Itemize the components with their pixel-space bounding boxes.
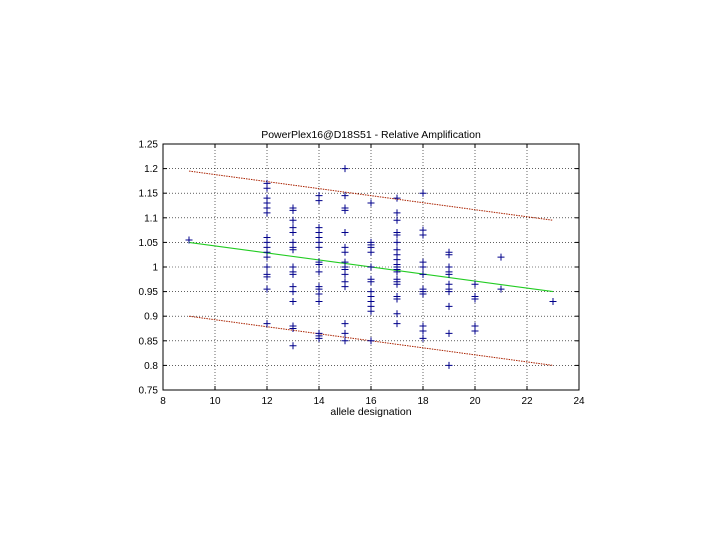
data-point (341, 192, 349, 200)
x-tick-label: 18 (417, 396, 429, 407)
x-axis-title: allele designation (330, 406, 411, 418)
data-point (289, 246, 297, 254)
y-tick-label: 1.25 (139, 140, 159, 151)
data-point (289, 270, 297, 278)
chart-title: PowerPlex16@D18S51 - Relative Amplificat… (261, 129, 481, 141)
y-tick-label: 0.95 (139, 287, 159, 298)
data-point (289, 216, 297, 224)
data-point (289, 325, 297, 332)
x-tick-label: 20 (469, 396, 481, 407)
data-point (419, 290, 427, 298)
data-point (367, 199, 375, 207)
x-tick-label: 24 (573, 396, 585, 407)
data-point (419, 327, 427, 335)
data-point (341, 283, 349, 291)
x-tick-label: 16 (365, 396, 377, 407)
y-tick-label: 1.15 (139, 189, 159, 200)
data-point (263, 320, 271, 328)
data-point (341, 248, 349, 256)
data-point (393, 295, 401, 303)
x-tick-labels: 8 10 12 14 16 18 20 22 24 (160, 396, 585, 407)
data-point (393, 216, 401, 224)
data-point (315, 334, 323, 342)
data-point (341, 320, 349, 328)
x-tick-label: 8 (160, 396, 166, 407)
data-point (263, 285, 271, 293)
data-point (341, 270, 349, 278)
data-point (445, 288, 453, 296)
data-point (315, 243, 323, 251)
data-point (419, 334, 427, 342)
x-tick-label: 22 (521, 396, 533, 407)
y-tick-label: 1.05 (139, 238, 159, 249)
data-point (471, 327, 479, 335)
data-point (471, 295, 479, 303)
data-point (315, 197, 323, 205)
data-point (393, 280, 401, 288)
y-tick-label: 0.8 (144, 361, 158, 372)
data-point (289, 288, 297, 296)
data-point (497, 253, 505, 261)
data-point (471, 280, 479, 288)
data-point (315, 261, 323, 269)
data-point (315, 297, 323, 305)
data-point (419, 263, 427, 271)
data-point (263, 184, 271, 192)
data-point (445, 270, 453, 278)
data-point (393, 209, 401, 217)
axis-ticks (162, 143, 580, 391)
data-point (445, 329, 453, 337)
data-point (393, 268, 401, 276)
data-point (263, 273, 271, 281)
y-tick-label: 0.75 (139, 386, 159, 397)
data-point (315, 290, 323, 298)
data-point (393, 194, 401, 202)
data-point (263, 253, 271, 261)
data-point (289, 342, 297, 350)
data-point (289, 206, 297, 214)
data-point (445, 251, 453, 259)
data-point (445, 302, 453, 310)
data-point (419, 270, 427, 278)
data-point (367, 248, 375, 256)
data-point (419, 231, 427, 239)
upper-bound-line (188, 170, 554, 221)
data-point (367, 263, 375, 271)
x-tick-label: 12 (261, 396, 273, 407)
data-point (393, 310, 401, 318)
data-point (367, 278, 375, 286)
data-point (393, 238, 401, 246)
y-tick-label: 0.85 (139, 336, 159, 347)
data-point (289, 229, 297, 237)
data-point (289, 297, 297, 305)
data-point (341, 329, 349, 337)
data-point (393, 320, 401, 328)
y-tick-label: 1.1 (144, 213, 158, 224)
data-point (445, 361, 453, 369)
data-point (367, 337, 375, 345)
data-point (341, 337, 349, 345)
data-point (341, 165, 349, 173)
data-point (263, 263, 271, 271)
data-point (549, 297, 557, 305)
data-point (341, 206, 349, 214)
y-tick-label: 1.2 (144, 164, 158, 175)
data-point (497, 285, 505, 293)
data-point (185, 236, 193, 244)
x-tick-label: 14 (313, 396, 325, 407)
y-tick-labels: 0.75 0.8 0.85 0.9 0.95 1 1.05 1.1 1.15 1.2 1.25 (139, 140, 159, 397)
data-point (393, 231, 401, 239)
data-point (315, 268, 323, 276)
data-points (185, 165, 557, 369)
data-point (263, 209, 271, 217)
data-point (419, 189, 427, 197)
y-tick-label: 1 (152, 263, 158, 274)
y-tick-label: 0.9 (144, 312, 158, 323)
data-point (367, 307, 375, 315)
x-tick-label: 10 (209, 396, 221, 407)
data-point (341, 229, 349, 237)
